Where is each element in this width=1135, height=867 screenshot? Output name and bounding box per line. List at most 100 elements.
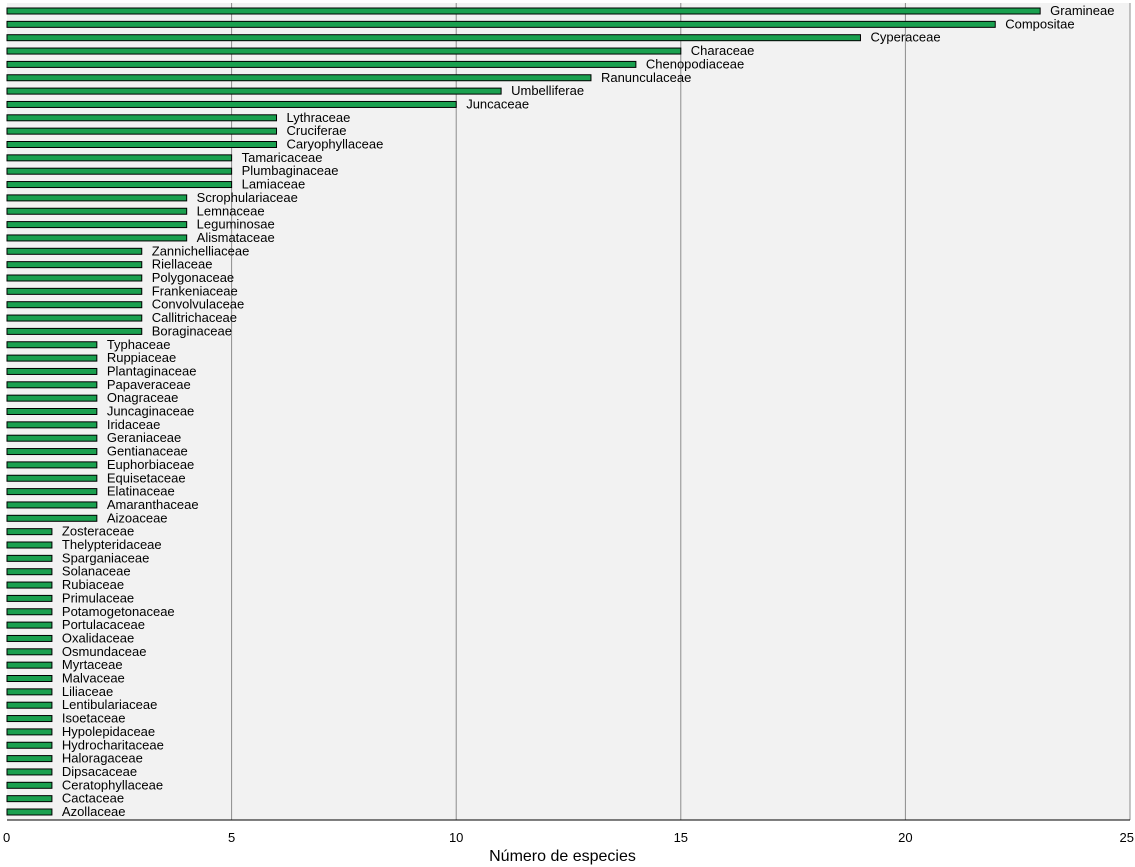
bar-category-label: Onagraceae <box>107 390 179 405</box>
bar-category-label: Alismataceae <box>197 230 275 245</box>
bar <box>6 367 98 375</box>
bar <box>6 501 98 509</box>
bar-category-label: Plantaginaceae <box>107 363 197 378</box>
bar-category-label: Iridaceae <box>107 417 160 432</box>
bar-category-label: Ranunculaceae <box>601 70 691 85</box>
bar <box>6 261 143 269</box>
bar-category-label: Gramineae <box>1050 3 1114 18</box>
bar <box>6 568 53 576</box>
bar-category-label: Dipsacaceae <box>62 764 137 779</box>
bar-category-label: Umbelliferae <box>511 83 584 98</box>
bar-category-label: Geraniaceae <box>107 430 181 445</box>
x-tick-labels: 0 5 10 15 20 25 <box>3 830 1134 845</box>
bar-category-label: Elatinaceae <box>107 484 175 499</box>
x-tick-label: 10 <box>449 830 463 845</box>
bar-category-label: Zannichelliaceae <box>152 243 250 258</box>
x-axis-title: Número de especies <box>489 848 636 865</box>
bar-category-label: Leguminosae <box>197 217 275 232</box>
bar-category-label: Euphorbiaceae <box>107 457 194 472</box>
bar <box>6 621 53 629</box>
bar-category-label: Malvaceae <box>62 671 125 686</box>
bar <box>6 100 457 108</box>
plot-area <box>7 3 1130 820</box>
bar-category-label: Zosteraceae <box>62 524 134 539</box>
x-tick-label: 5 <box>228 830 235 845</box>
bar <box>6 408 98 415</box>
bar-category-label: Thelypteridaceae <box>62 537 162 552</box>
bar <box>6 634 53 642</box>
bar-category-label: Sparganiaceae <box>62 550 149 565</box>
bar-category-label: Potamogetonaceae <box>62 604 175 619</box>
bar <box>6 795 53 803</box>
bar <box>6 728 53 736</box>
bar-category-label: Characeae <box>691 43 755 58</box>
bar-category-label: Plumbaginaceae <box>242 163 339 178</box>
bar <box>6 488 98 496</box>
bar <box>6 327 143 335</box>
bar <box>6 127 278 135</box>
bar-category-label: Amaranthaceae <box>107 497 199 512</box>
bar-category-label: Solanaceae <box>62 564 131 579</box>
bar-category-label: Portulacaceae <box>62 617 145 632</box>
bar-category-label: Caryophyllaceae <box>287 137 384 152</box>
bar <box>6 434 98 442</box>
bar <box>6 781 53 789</box>
bar <box>6 541 53 549</box>
bar-category-label: Compositae <box>1005 16 1074 31</box>
bar <box>6 421 98 429</box>
bar-category-label: Hypolepidaceae <box>62 724 155 739</box>
bar <box>6 528 53 536</box>
bar-category-label: Cruciferae <box>287 123 347 138</box>
bar-category-label: Hydrocharitaceae <box>62 737 164 752</box>
bar-category-label: Haloragaceae <box>62 751 143 766</box>
bar <box>6 20 996 28</box>
bar <box>6 114 278 122</box>
bar <box>6 768 53 776</box>
bar-category-label: Azollaceae <box>62 804 126 819</box>
bar-category-label: Cyperaceae <box>870 30 940 45</box>
bar <box>6 715 53 723</box>
bar <box>6 234 188 242</box>
bar <box>6 274 143 282</box>
bar-category-label: Polygonaceae <box>152 270 234 285</box>
bar <box>6 675 53 682</box>
bar <box>6 514 98 522</box>
bar-category-label: Myrtaceae <box>62 657 123 672</box>
bar <box>6 701 53 709</box>
bar <box>6 87 502 95</box>
x-tick-label: 0 <box>3 830 10 845</box>
bar <box>6 207 188 215</box>
bar-category-label: Juncaginaceae <box>107 404 194 419</box>
bar <box>6 554 53 562</box>
bar-category-label: Chenopodiaceae <box>646 56 744 71</box>
bar <box>6 741 53 749</box>
bar-category-label: Rubiaceae <box>62 577 124 592</box>
bar-category-label: Scrophulariaceae <box>197 190 298 205</box>
bar <box>6 354 98 362</box>
bar <box>6 154 233 162</box>
bar-category-label: Primulaceae <box>62 590 134 605</box>
bar <box>6 167 233 175</box>
bar <box>6 314 143 322</box>
bar <box>6 394 98 402</box>
bar <box>6 47 682 55</box>
bar <box>6 247 143 255</box>
bar-category-label: Lythraceae <box>287 110 351 125</box>
bar-category-label: Lamiaceae <box>242 177 306 192</box>
bar <box>6 34 861 42</box>
bar-category-label: Papaveraceae <box>107 377 191 392</box>
bar <box>6 194 188 202</box>
bar <box>6 608 53 616</box>
bar <box>6 381 98 389</box>
bar <box>6 808 53 816</box>
bars <box>6 7 1041 816</box>
bar <box>6 448 98 456</box>
bar <box>6 648 53 656</box>
bar <box>6 7 1041 15</box>
bar <box>6 594 53 602</box>
bar <box>6 755 53 763</box>
x-tick-label: 25 <box>1120 830 1134 845</box>
bar-category-label: Boraginaceae <box>152 323 232 338</box>
